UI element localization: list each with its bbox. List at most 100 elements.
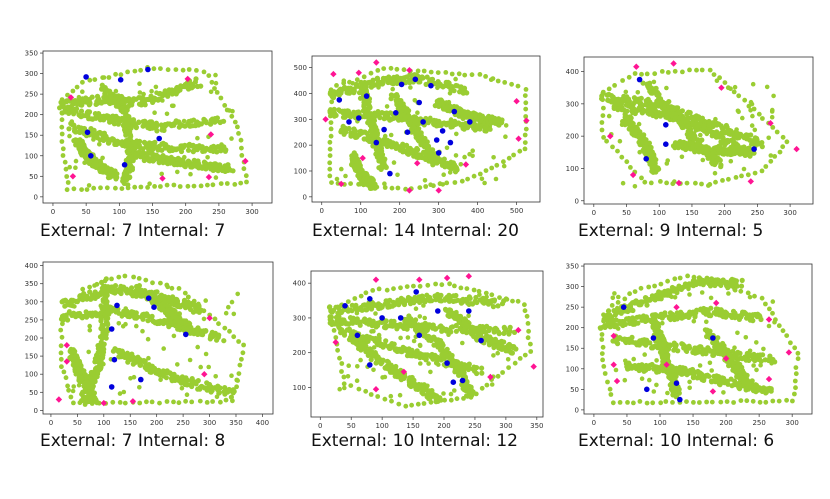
internal-point [156,135,162,142]
subplot-3: 0 50 100 150 200 250 300 0 100 200 300 400 External:… [566,56,814,241]
x-tick-label: 200 [437,422,450,430]
internal-point [650,335,657,341]
external-point [129,398,137,405]
y-tick-label: 250 [25,316,38,324]
internal-point [342,303,348,309]
internal-point [459,377,466,384]
internal-point [478,337,484,344]
internal-point [643,156,649,162]
x-tick-label: 0 [592,419,596,427]
x-tick-label: 200 [719,419,732,427]
panel-caption: External: 10 Internal: 6 [578,431,774,451]
y-tick-label: 350 [25,50,38,58]
y-tick-label: 300 [25,298,38,306]
x-tick-label: 150 [406,422,419,430]
x-tick-label: 200 [179,208,192,216]
subplot-6: 0 50 100 150 200 250 300 0 50 100 150 200 250 300 350 E… [566,263,813,451]
internal-point [677,396,683,403]
internal-point [433,137,440,143]
internal-point [367,362,373,368]
internal-point [467,119,473,125]
y-tick-label: 300 [294,116,307,124]
y-tick-label: 50 [29,173,38,181]
x-tick-label: 0 [592,209,596,217]
internal-point [398,81,405,88]
internal-point [663,122,669,128]
external-point [414,160,421,167]
external-point [63,342,70,349]
internal-point [387,170,393,177]
external-point [322,116,329,123]
internal-point [447,139,454,146]
x-tick-label: 500 [510,207,523,215]
y-tick-label: 150 [566,345,579,353]
y-tick-label: 0 [303,193,307,201]
x-tick-label: 200 [150,419,163,427]
external-point [416,276,423,283]
external-point [610,332,617,340]
external-point [406,67,413,74]
internal-point [151,304,157,311]
internal-point [183,331,189,338]
y-tick-label: 200 [566,324,579,332]
x-tick-label: 300 [785,419,798,427]
y-tick-label: 300 [566,100,579,108]
x-tick-label: 100 [375,422,388,430]
internal-point [145,295,152,302]
external-point [663,361,670,368]
external-point [765,316,773,323]
x-tick-label: 250 [176,419,189,427]
y-tick-label: 200 [566,133,579,141]
x-tick-label: 400 [256,419,269,427]
external-point [355,69,362,76]
external-point [359,154,366,162]
external-point [633,63,640,70]
external-point [515,135,522,142]
external-point [613,377,621,385]
x-tick-label: 250 [468,422,481,430]
external-point [713,299,720,307]
internal-point [450,379,457,386]
external-point [462,161,470,168]
internal-point [673,380,680,387]
external-point [372,276,380,283]
panel-caption: External: 7 Internal: 7 [40,221,225,241]
x-tick-label: 50 [347,422,356,430]
x-tick-label: 350 [530,422,543,430]
external-point [673,304,680,311]
y-tick-label: 100 [566,165,579,173]
external-point [330,70,337,78]
y-tick-label: 0 [34,193,38,201]
external-point [400,368,407,375]
external-point [465,273,472,280]
external-point [670,60,677,67]
external-point [718,84,725,91]
internal-point [356,115,362,121]
x-tick-label: 150 [685,209,698,217]
x-tick-label: 300 [783,209,796,217]
internal-point [379,315,385,321]
internal-point [363,93,370,99]
x-tick-label: 50 [73,419,82,427]
external-point [55,396,63,403]
external-point [207,131,215,138]
x-tick-label: 350 [229,419,242,427]
x-tick-label: 50 [622,209,631,217]
x-tick-label: 50 [82,208,91,216]
external-point [184,75,191,83]
internal-point [346,119,352,125]
x-tick-label: 150 [146,208,159,216]
x-tick-label: 200 [718,209,731,217]
internal-point [435,150,442,156]
internal-point [367,296,373,302]
internal-point [108,326,115,332]
x-tick-label: 0 [49,419,53,427]
y-tick-label: 500 [294,64,307,72]
point-cloud [599,67,790,189]
x-tick-label: 250 [751,209,764,217]
y-tick-label: 100 [293,384,306,392]
internal-point [466,308,472,314]
internal-point [108,384,115,390]
external-point [242,157,249,165]
internal-point [373,139,380,146]
